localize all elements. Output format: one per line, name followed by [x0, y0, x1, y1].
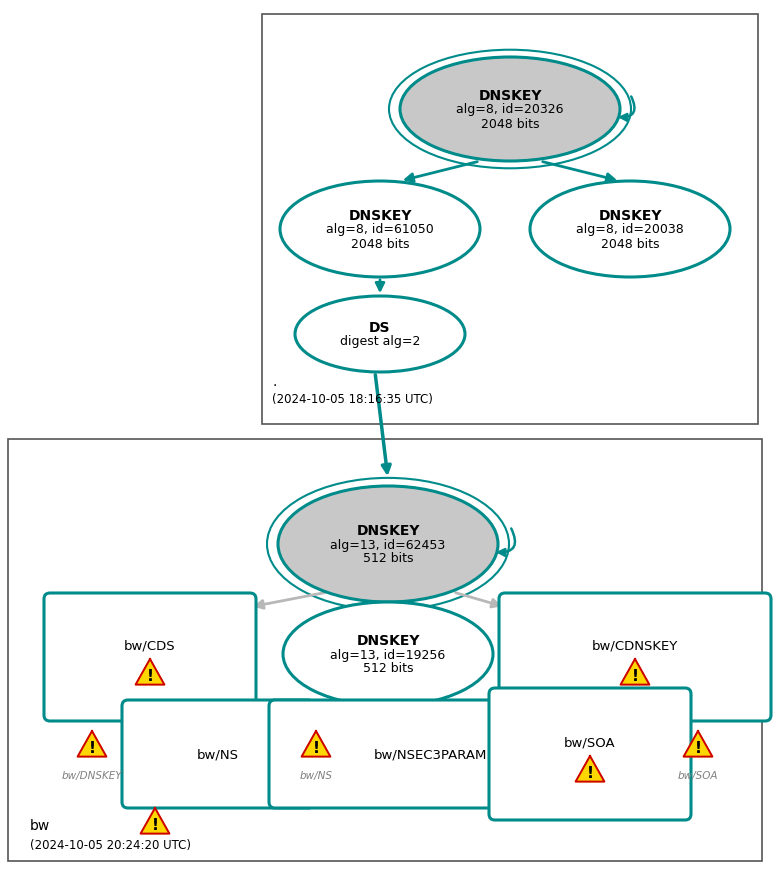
Text: bw/SOA: bw/SOA — [678, 770, 718, 781]
Text: DNSKEY: DNSKEY — [356, 633, 420, 647]
Bar — [262, 15, 758, 424]
Ellipse shape — [283, 602, 493, 706]
Text: alg=13, id=62453: alg=13, id=62453 — [330, 538, 445, 551]
Text: bw/CDNSKEY: bw/CDNSKEY — [592, 638, 678, 652]
Ellipse shape — [295, 296, 465, 373]
Text: 2048 bits: 2048 bits — [481, 118, 540, 131]
Polygon shape — [621, 660, 649, 685]
Polygon shape — [301, 731, 330, 757]
Text: alg=13, id=19256: alg=13, id=19256 — [330, 648, 445, 660]
Polygon shape — [77, 731, 107, 757]
FancyBboxPatch shape — [122, 700, 314, 808]
Text: bw/NSEC3PARAM: bw/NSEC3PARAM — [373, 748, 487, 760]
Text: 2048 bits: 2048 bits — [351, 238, 409, 250]
Text: !: ! — [88, 740, 96, 755]
Text: (2024-10-05 20:24:20 UTC): (2024-10-05 20:24:20 UTC) — [30, 838, 191, 852]
Text: 2048 bits: 2048 bits — [601, 238, 659, 250]
Text: !: ! — [587, 766, 594, 781]
Text: DNSKEY: DNSKEY — [598, 209, 662, 223]
Text: alg=8, id=20326: alg=8, id=20326 — [456, 103, 564, 117]
Ellipse shape — [278, 487, 498, 602]
Ellipse shape — [530, 182, 730, 278]
Polygon shape — [135, 660, 165, 685]
Text: bw: bw — [30, 818, 50, 832]
Text: alg=8, id=20038: alg=8, id=20038 — [576, 224, 684, 236]
Text: bw/NS: bw/NS — [299, 770, 332, 781]
Text: digest alg=2: digest alg=2 — [340, 335, 421, 348]
Text: !: ! — [312, 740, 319, 755]
Text: bw/NS: bw/NS — [197, 748, 239, 760]
Ellipse shape — [400, 58, 620, 162]
Ellipse shape — [280, 182, 480, 278]
Text: DNSKEY: DNSKEY — [349, 209, 412, 223]
Text: 512 bits: 512 bits — [363, 662, 414, 674]
Text: .: . — [272, 374, 277, 389]
Text: !: ! — [694, 740, 702, 755]
Text: DNSKEY: DNSKEY — [356, 524, 420, 538]
Text: !: ! — [632, 668, 638, 683]
Polygon shape — [576, 756, 604, 781]
Text: (2024-10-05 18:16:35 UTC): (2024-10-05 18:16:35 UTC) — [272, 393, 433, 406]
Text: DS: DS — [369, 321, 390, 335]
Bar — [8, 439, 762, 861]
Text: !: ! — [147, 668, 154, 683]
Text: !: ! — [152, 817, 158, 832]
Text: bw/CDS: bw/CDS — [124, 638, 175, 652]
Text: bw/DNSKEY: bw/DNSKEY — [62, 770, 122, 781]
FancyBboxPatch shape — [499, 594, 771, 721]
FancyBboxPatch shape — [489, 688, 691, 820]
Text: bw/SOA: bw/SOA — [564, 736, 616, 749]
Text: alg=8, id=61050: alg=8, id=61050 — [326, 224, 434, 236]
Text: DNSKEY: DNSKEY — [478, 89, 542, 103]
FancyBboxPatch shape — [269, 700, 591, 808]
Polygon shape — [141, 808, 169, 834]
Polygon shape — [683, 731, 713, 757]
FancyBboxPatch shape — [44, 594, 256, 721]
Text: 512 bits: 512 bits — [363, 552, 414, 565]
